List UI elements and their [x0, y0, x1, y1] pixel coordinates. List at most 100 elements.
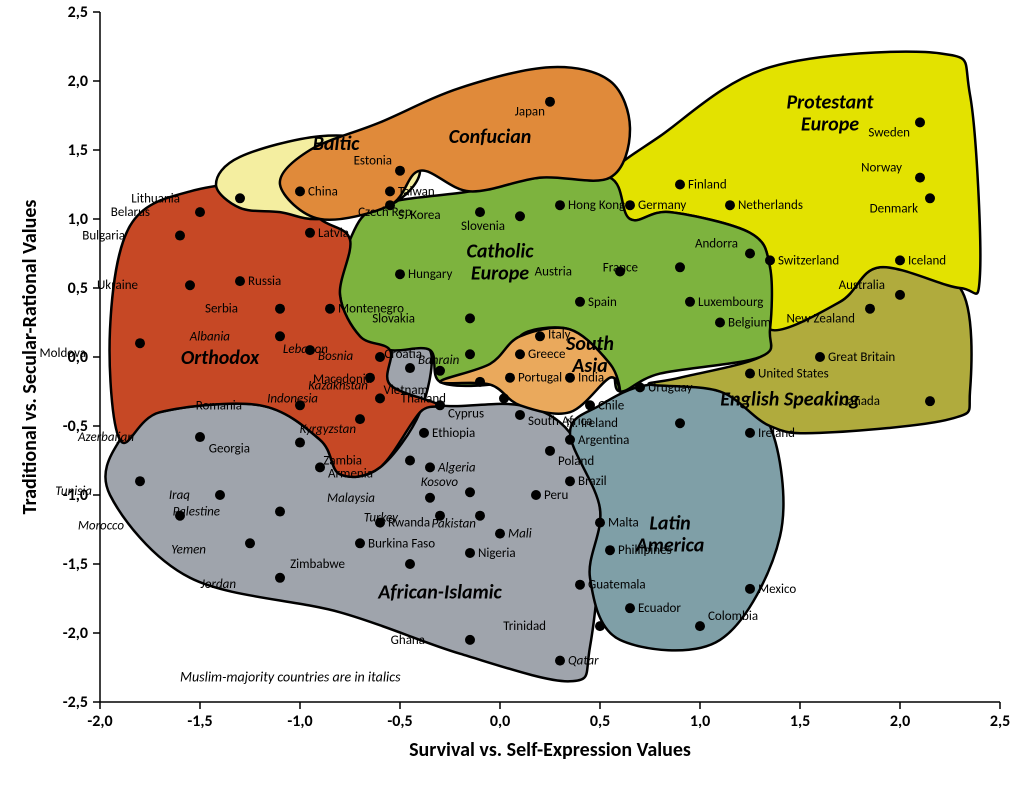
country-point	[195, 207, 205, 217]
country-point	[465, 548, 475, 558]
country-label: Croatia	[384, 347, 422, 362]
country-point	[925, 193, 935, 203]
country-point	[295, 438, 305, 448]
country-point	[465, 313, 475, 323]
country-label: South Africa	[528, 414, 592, 429]
x-tick-label: 2,5	[990, 712, 1010, 731]
x-tick-label: -2,0	[87, 712, 112, 731]
country-label: Pakistan	[431, 517, 476, 532]
country-point	[675, 262, 685, 272]
chart-svg: -2,0-1,5-1,0-0,50,00,51,01,52,02,5-2,5-2…	[0, 0, 1024, 786]
region-label: Confucian	[449, 125, 532, 149]
country-point	[625, 603, 635, 613]
country-label: Russia	[248, 274, 281, 289]
country-point	[215, 490, 225, 500]
country-label: Nigeria	[478, 546, 516, 561]
country-point	[745, 249, 755, 259]
country-label: Turkey	[364, 511, 399, 526]
country-point	[555, 656, 565, 666]
country-point	[465, 349, 475, 359]
country-point	[245, 538, 255, 548]
country-label: China	[308, 184, 338, 199]
country-label: Kyrgyzstan	[300, 422, 357, 437]
country-label: Belgium	[728, 316, 771, 331]
country-label: United States	[758, 367, 829, 382]
y-axis-title: Traditional vs. Secular-Rational Values	[18, 200, 42, 515]
country-label: Indonesia	[267, 391, 318, 406]
country-label: Tunisia	[55, 484, 92, 499]
country-point	[675, 418, 685, 428]
country-point	[925, 396, 935, 406]
country-label: Chile	[598, 398, 624, 413]
country-point	[375, 352, 385, 362]
country-point	[355, 414, 365, 424]
country-label: New Zealand	[787, 312, 856, 327]
country-label: Lebanon	[283, 342, 328, 357]
country-point	[385, 186, 395, 196]
country-point	[625, 200, 635, 210]
region-label: English Speaking	[720, 387, 860, 411]
y-tick-label: -1,5	[63, 555, 88, 574]
country-label: Armenia	[328, 466, 373, 481]
country-point	[475, 511, 485, 521]
country-point	[185, 280, 195, 290]
country-label: Denmark	[870, 201, 918, 216]
country-point	[515, 211, 525, 221]
country-label: Moldova	[40, 346, 87, 361]
country-label: Hungary	[408, 267, 452, 282]
country-label: Ghana	[391, 633, 425, 648]
country-label: Macedonia	[313, 372, 372, 387]
x-tick-label: 0,0	[490, 712, 510, 731]
country-label: Bulgaria	[82, 229, 125, 244]
country-point	[685, 297, 695, 307]
country-label: Malaysia	[327, 491, 375, 506]
y-tick-label: 1,5	[68, 141, 88, 160]
footnote: Muslim-majority countries are in italics	[180, 668, 401, 685]
region-label: SouthAsia	[565, 332, 614, 378]
country-point	[575, 297, 585, 307]
country-label: Zambia	[323, 454, 362, 469]
country-point	[375, 393, 385, 403]
country-point	[595, 621, 605, 631]
country-label: Estonia	[354, 154, 392, 169]
country-label: Norway	[861, 161, 902, 176]
country-point	[515, 410, 525, 420]
country-label: Qatar	[568, 654, 599, 669]
country-label: Brazil	[578, 474, 607, 489]
country-point	[815, 352, 825, 362]
country-label: Lithuania	[131, 191, 180, 206]
country-label: Bahrain	[418, 353, 460, 368]
y-tick-label: -2,0	[63, 624, 88, 643]
country-point	[425, 493, 435, 503]
country-label: Spain	[588, 295, 617, 310]
country-point	[395, 269, 405, 279]
y-tick-label: 2,0	[68, 72, 88, 91]
country-point	[275, 507, 285, 517]
country-label: Burkina Faso	[368, 536, 435, 551]
country-point	[915, 117, 925, 127]
region-label: Baltic	[313, 132, 360, 156]
country-point	[605, 545, 615, 555]
country-label: Great Britain	[828, 350, 895, 365]
x-tick-label: 1,5	[790, 712, 810, 731]
country-label: Malta	[608, 516, 639, 531]
country-point	[585, 400, 595, 410]
country-label: Peru	[544, 488, 568, 503]
x-tick-label: -1,5	[187, 712, 212, 731]
country-label: Morocco	[78, 519, 125, 534]
country-label: Kosovo	[421, 475, 459, 490]
country-label: Yemen	[171, 542, 206, 557]
country-point	[865, 304, 875, 314]
country-point	[275, 573, 285, 583]
country-point	[395, 166, 405, 176]
x-tick-label: 1,0	[690, 712, 710, 731]
country-label: Ukraine	[97, 278, 138, 293]
country-point	[615, 266, 625, 276]
y-tick-label: 0,5	[68, 279, 88, 298]
country-point	[745, 428, 755, 438]
country-point	[565, 435, 575, 445]
country-label: Finland	[688, 178, 727, 193]
country-point	[355, 538, 365, 548]
country-point	[765, 255, 775, 265]
country-point	[695, 621, 705, 631]
